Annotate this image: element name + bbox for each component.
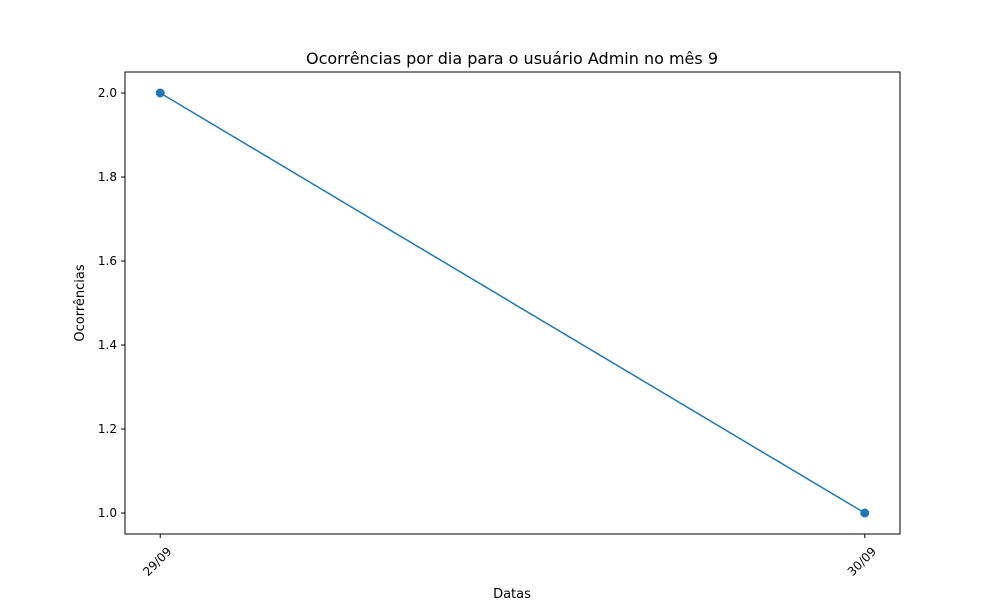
x-tick-label: 29/09 (140, 544, 174, 578)
x-axis-label: Datas (493, 587, 531, 600)
y-tick-label: 1.6 (98, 254, 117, 268)
x-tick-label: 30/09 (845, 544, 879, 578)
plot-frame (124, 71, 901, 535)
y-axis-label: Ocorrências (73, 264, 88, 341)
y-tick-label: 2.0 (98, 86, 117, 100)
series-line (159, 92, 866, 514)
y-tick-label: 1.8 (98, 170, 117, 184)
data-point (860, 508, 870, 518)
y-tick-label: 1.2 (98, 422, 117, 436)
data-point (155, 88, 165, 98)
chart-title: Ocorrências por dia para o usuário Admin… (306, 49, 718, 68)
y-tick-label: 1.4 (98, 338, 117, 352)
y-tick-label: 1.0 (98, 506, 117, 520)
